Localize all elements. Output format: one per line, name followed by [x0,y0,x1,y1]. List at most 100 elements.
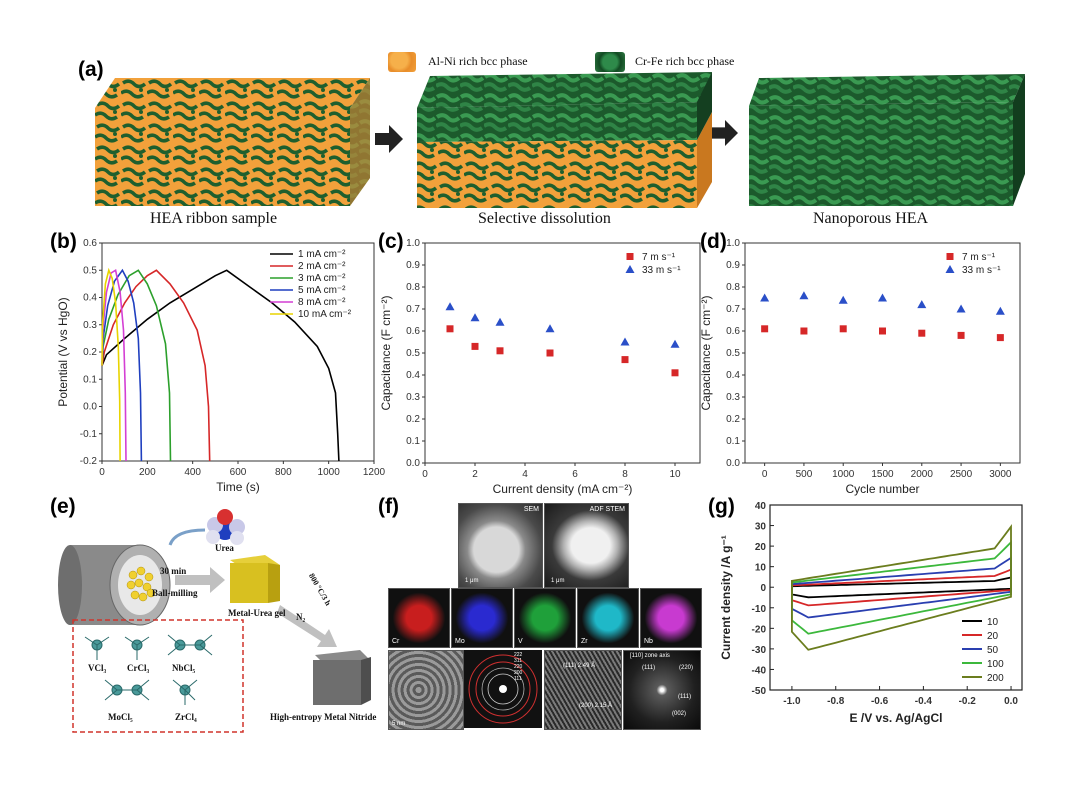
caption-selective-dissolution: Selective dissolution [478,210,611,227]
eds-map-v: V [514,588,576,648]
time-label: 30 min [160,566,187,576]
panel-c-label: (c) [378,230,404,253]
sem-label: SEM [523,506,539,513]
y-tick-label: 1.0 [406,238,420,249]
lattice-111: (111) 2.49 Å [563,663,596,669]
x-tick-label: 0 [422,469,428,480]
cr-fe-swatch [595,52,625,72]
x-tick-label: 6 [572,469,578,480]
panel-g-label: (g) [708,495,735,518]
y-tick-label: -0.2 [80,456,98,467]
y-tick-label: 0.5 [406,348,420,359]
y-tick-label: 0.6 [726,326,740,337]
y-tick-label: 0.3 [83,320,97,331]
eds-element-label: Cr [392,638,400,645]
cv-loop [791,556,1012,619]
lattice-200: (200) 2.15 Å [579,703,613,709]
y-tick-label: 0.9 [726,260,740,271]
data-point [445,302,455,311]
x-tick-label: 4 [522,469,528,480]
hea-ribbon-block [95,78,370,206]
x-tick-label: 1000 [832,469,855,480]
series-line [101,268,143,462]
y-tick-label: -50 [752,686,767,697]
hrtem-scale: 5 nm [392,721,406,727]
panel-e-label: (e) [50,495,76,518]
fft-spot-111-top: (111) [642,665,656,671]
legend-entry: 100 [987,659,1004,670]
legend-entry: 10 [987,617,999,628]
plot-frame [424,242,701,464]
x-axis-label: E /V vs. Ag/AgCl [850,711,943,725]
y-tick-label: 30 [755,522,767,533]
y-tick-label: 0.7 [406,304,420,315]
lattice-fringe-image: (111) 2.49 Å (200) 2.15 Å [544,650,622,730]
x-tick-label: 1200 [363,467,386,478]
fft-title: [110] zone axis [630,653,670,659]
eds-map-cr: Cr [388,588,450,648]
ring-222: 222 [514,652,523,658]
data-point [471,342,479,350]
x-tick-label: 500 [796,469,813,480]
series-line [101,267,121,462]
data-point [878,293,887,302]
ball-mill-schematic [58,509,371,733]
data-point [839,325,847,333]
arrow-right-icon [712,120,738,146]
precursor-crcl3: CrCl₃ [127,663,150,673]
y-tick-label: 0.1 [726,436,740,447]
precursor-mocl5: MoCl₅ [108,712,133,722]
y-tick-label: 0.0 [406,458,420,469]
panel-d-label: (d) [700,230,727,253]
al-ni-swatch [388,52,416,72]
fft-spot-220: (220) [679,665,694,671]
y-tick-label: 20 [755,542,767,553]
hrtem-image: 5 nm [388,650,464,730]
data-point [470,313,480,322]
y-tick-label: 40 [755,501,767,512]
legend-entry: 1 mA cm⁻² [298,249,346,260]
legend-entry: 20 [987,631,999,642]
data-point [761,325,769,333]
fft-spot-111: (111) [678,694,692,700]
x-tick-label: 600 [230,467,247,478]
y-tick-label: 1.0 [726,238,740,249]
y-tick-label: 0.0 [83,402,97,413]
y-tick-label: 0.2 [726,414,740,425]
chart-g-cv: -1.0 -0.8 -0.6 -0.4 -0.2 0.0 -50 -40 -30 -20 -10 0 1… [719,501,1023,725]
data-point [546,349,554,357]
y-tick-label: 0.9 [406,260,420,271]
ring-220: 220 [514,664,523,670]
data-point [545,324,555,333]
legend-entry: 200 [987,673,1004,684]
legend-entry: 10 mA cm⁻² [298,309,352,320]
x-tick-label: -0.2 [959,696,977,707]
y-tick-label: 0.8 [726,282,740,293]
data-point [800,327,808,335]
x-tick-label: -0.8 [827,696,845,707]
product-label: High-entropy Metal Nitride [270,712,377,722]
legend-marker [945,265,955,273]
y-tick-label: 0 [760,583,766,594]
caption-hea-ribbon: HEA ribbon sample [150,210,278,227]
caption-nanoporous-hea: Nanoporous HEA [813,210,929,227]
x-tick-label: 0 [762,469,768,480]
legend-entry: 33 m s⁻¹ [962,265,1001,276]
panel-a-label: (a) [78,58,104,81]
eds-map-mo: Mo [451,588,513,648]
legend-entry: 5 mA cm⁻² [298,285,346,296]
data-point [670,339,680,348]
y-tick-label: -0.1 [80,429,98,440]
data-point [496,347,504,355]
y-tick-label: 0.1 [83,374,97,385]
y-tick-label: 0.0 [726,458,740,469]
data-point [621,356,629,364]
y-tick-label: 0.4 [83,293,97,304]
legend-marker [946,253,954,260]
x-tick-label: 200 [139,467,156,478]
y-tick-label: 0.3 [726,392,740,403]
legend-al-ni-text: Al-Ni rich bcc phase [428,54,528,68]
y-tick-label: 0.3 [406,392,420,403]
saed-pattern [464,650,542,728]
series-line [101,269,172,462]
